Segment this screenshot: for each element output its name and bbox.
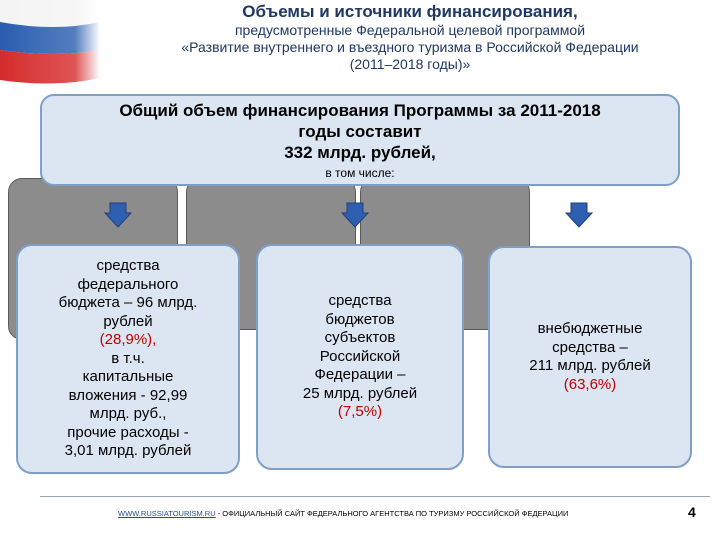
total-line: Общий объем финансирования Программы за … [119, 101, 601, 120]
website-link[interactable]: WWW.RUSSIATOURISM.RU [118, 509, 216, 518]
card-line: рублей [103, 312, 153, 330]
card-line: млрд. руб., [89, 405, 167, 423]
card-line: вложения - 92,99 [68, 386, 188, 404]
federal-budget-card: средства федерального бюджета – 96 млрд.… [16, 244, 240, 474]
subtitle-line: предусмотренные Федеральной целевой прог… [234, 22, 586, 38]
subtitle-line: «Развитие внутреннего и въездного туризм… [181, 39, 639, 55]
down-arrow-icon [341, 202, 369, 228]
card-line: субъектов [324, 329, 396, 347]
card-percent: (28,9%), [99, 331, 157, 349]
down-arrow-icon [104, 202, 132, 228]
card-line: средства – [552, 338, 628, 356]
russian-flag-icon [0, 0, 100, 88]
total-line: годы составит [298, 122, 422, 141]
slide-subtitle: предусмотренные Федеральной целевой прог… [110, 22, 710, 73]
card-line: внебюджетные [537, 320, 643, 337]
card-line: Федерации – [314, 366, 406, 384]
total-financing-box: Общий объем финансирования Программы за … [40, 94, 680, 186]
footer: WWW.RUSSIATOURISM.RU - ОФИЦИАЛЬНЫЙ САЙТ … [118, 509, 568, 518]
card-line: прочие расходы - [67, 423, 189, 441]
card-percent: (7,5%) [337, 403, 383, 421]
card-percent: (63,6%) [563, 375, 617, 393]
regional-budget-card: средства бюджетов субъектов Российской Ф… [256, 244, 464, 470]
total-including: в том числе: [325, 166, 395, 180]
footer-divider [40, 496, 710, 497]
card-line: средства [328, 292, 392, 310]
extrabudgetary-card: внебюджетные средства – 211 млрд. рублей… [488, 246, 692, 468]
card-line: средства [96, 257, 160, 275]
card-line: в т.ч. [111, 349, 145, 367]
card-line: Российской [319, 347, 401, 365]
slide-title: Объемы и источники финансирования, [242, 2, 578, 21]
footer-text: - ОФИЦИАЛЬНЫЙ САЙТ ФЕДЕРАЛЬНОГО АГЕНТСТВ… [215, 509, 569, 518]
card-line: капитальные [82, 368, 174, 386]
card-line: бюджета – 96 млрд. [58, 294, 198, 312]
card-line: 211 млрд. рублей [529, 357, 651, 374]
subtitle-line: (2011–2018 годы)» [349, 56, 471, 72]
total-amount: 332 млрд. рублей, [284, 143, 436, 162]
down-arrow-icon [565, 202, 593, 228]
page-number: 4 [688, 504, 696, 520]
card-line: бюджетов [325, 310, 395, 328]
card-line: 25 млрд. рублей [302, 384, 418, 402]
card-line: федерального [77, 275, 179, 293]
card-line: 3,01 млрд. рублей [64, 442, 192, 460]
